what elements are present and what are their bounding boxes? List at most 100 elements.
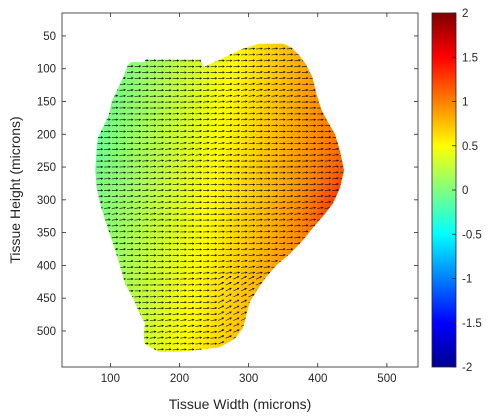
heatmap-cell (151, 78, 156, 83)
heatmap-cell (176, 304, 181, 309)
heatmap-cell (189, 321, 194, 325)
heatmap-cell (186, 314, 191, 319)
heatmap-cell (144, 216, 150, 221)
heatmap-cell (138, 78, 143, 83)
heatmap-cell (151, 334, 156, 339)
heatmap-cell (182, 330, 188, 335)
heatmap-cell (203, 245, 208, 250)
heatmap-cell (186, 337, 191, 342)
heatmap-cell (151, 203, 156, 207)
heatmap-cell (110, 226, 115, 230)
heatmap-cell (148, 219, 153, 224)
heatmap-cell (186, 150, 191, 155)
heatmap-cell (189, 199, 194, 204)
heatmap-cell (214, 209, 219, 214)
heatmap-cell (200, 163, 205, 168)
heatmap-cell (200, 68, 205, 73)
heatmap-cell (162, 314, 167, 319)
heatmap-cell (148, 153, 153, 158)
heatmap-cell (176, 262, 181, 266)
heatmap-cell (155, 301, 160, 306)
heatmap-cell (176, 216, 181, 221)
heatmap-cell (162, 249, 167, 253)
heatmap-cell (120, 239, 125, 244)
heatmap-cell (210, 304, 215, 309)
heatmap-cell (220, 262, 226, 266)
heatmap-cell (138, 278, 143, 283)
heatmap-cell (176, 157, 181, 162)
heatmap-cell (193, 209, 198, 214)
heatmap-cell (182, 101, 188, 106)
heatmap-cell (148, 288, 153, 293)
heatmap-cell (169, 239, 174, 244)
heatmap-cell (172, 327, 177, 332)
heatmap-cell (220, 308, 226, 312)
heatmap-cell (148, 180, 153, 185)
heatmap-cell (106, 121, 111, 126)
heatmap-cell (217, 255, 222, 260)
heatmap-cell (186, 111, 191, 116)
heatmap-cell (203, 157, 208, 162)
heatmap-cell (210, 68, 215, 73)
heatmap-cell (134, 65, 139, 70)
heatmap-cell (131, 196, 136, 201)
heatmap-cell (151, 324, 156, 329)
heatmap-cell (217, 258, 222, 263)
heatmap-cell (169, 183, 174, 188)
heatmap-cell (196, 183, 201, 188)
heatmap-cell (200, 311, 205, 316)
heatmap-cell (207, 94, 212, 99)
heatmap-cell (203, 186, 208, 191)
heatmap-cell (207, 65, 212, 70)
heatmap-cell (162, 344, 167, 348)
heatmap-cell (210, 334, 215, 339)
heatmap-cell (196, 117, 201, 122)
heatmap-cell (179, 285, 184, 289)
heatmap-cell (138, 262, 143, 266)
heatmap-cell (189, 150, 194, 155)
heatmap-cell (127, 62, 132, 67)
heatmap-cell (138, 180, 143, 185)
heatmap-cell (155, 321, 160, 325)
heatmap-cell (131, 190, 136, 194)
heatmap-cell (120, 252, 125, 257)
heatmap-cell (207, 265, 212, 270)
heatmap-cell (155, 288, 160, 293)
heatmap-cell (169, 193, 174, 198)
heatmap-cell (189, 285, 194, 289)
heatmap-cell (220, 330, 226, 335)
heatmap-cell (193, 222, 198, 227)
heatmap-cell (196, 186, 201, 191)
heatmap-cell (148, 111, 153, 116)
heatmap-cell (214, 275, 219, 280)
heatmap-cell (189, 108, 194, 112)
heatmap-cell (207, 298, 212, 303)
heatmap-cell (131, 258, 136, 263)
heatmap-cell (134, 216, 139, 221)
heatmap-cell (148, 271, 153, 276)
heatmap-cell (186, 140, 191, 145)
heatmap-cell (127, 131, 132, 135)
heatmap-cell (144, 114, 150, 119)
heatmap-cell (203, 144, 208, 148)
heatmap-cell (100, 127, 105, 132)
heatmap-cell (141, 216, 146, 221)
heatmap-cell (131, 285, 136, 289)
heatmap-cell (95, 157, 98, 162)
heatmap-cell (217, 114, 222, 119)
heatmap-cell (124, 147, 129, 152)
heatmap-cell (165, 288, 170, 293)
heatmap-cell (144, 298, 150, 303)
heatmap-cell (165, 121, 170, 126)
heatmap-cell (176, 278, 181, 283)
heatmap-cell (138, 91, 143, 96)
heatmap-cell (162, 111, 167, 116)
heatmap-cell (193, 150, 198, 155)
heatmap-cell (138, 144, 143, 148)
heatmap-cell (127, 108, 132, 112)
heatmap-cell (176, 203, 181, 207)
heatmap-cell (186, 252, 191, 257)
heatmap-cell (100, 167, 105, 171)
heatmap-cell (193, 160, 198, 165)
heatmap-cell (158, 209, 163, 214)
